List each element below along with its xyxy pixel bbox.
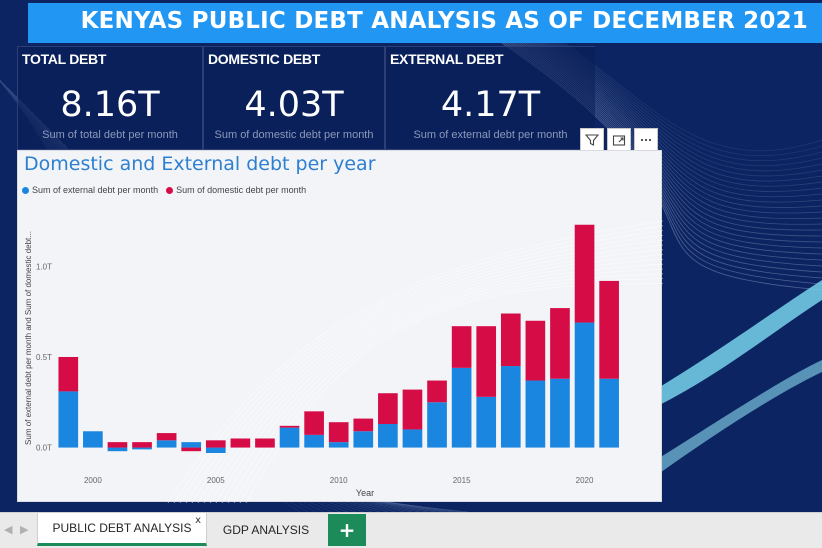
x-tick-label: 2015 [453,476,471,485]
kpi-value: 4.17T [440,85,541,125]
focus-mode-icon[interactable] [607,128,631,152]
bar-domestic [378,393,398,425]
bar-domestic [599,280,619,379]
bar-domestic [205,440,226,448]
bar-domestic [132,442,152,448]
chart-title: Domestic and External debt per year [24,153,376,175]
kpi-subtitle: Sum of domestic debt per month [214,129,374,141]
plot-wave-decoration [179,230,663,503]
bar-external [205,447,226,453]
next-page-arrow[interactable]: ▶ [20,523,29,536]
bar-external [574,322,595,448]
bar-external [107,447,128,452]
kpi-card-external-debt[interactable]: EXTERNAL DEBT 4.17T Sum of external debt… [385,46,595,150]
bar-external [476,396,497,448]
chart-plot-area: 0.0T 0.5T 1.0T 2000 2005 2010 2015 2020 Year Sum … [24,220,663,503]
bar-external [83,431,103,448]
bar-external [402,429,423,448]
bar-domestic [58,356,79,392]
y-tick-label: 1.0T [36,262,52,271]
bar-external [304,434,324,448]
bar-domestic [525,320,546,381]
add-page-button[interactable]: + [328,514,366,546]
legend-marker-domestic [166,186,174,194]
kpi-card-total-debt[interactable]: TOTAL DEBT 8.16T Sum of total debt per m… [17,46,203,150]
kpi-card-domestic-debt[interactable]: DOMESTIC DEBT 4.03T Sum of domestic debt… [203,46,385,150]
kpi-value: 8.16T [60,85,160,125]
bar-domestic [402,389,423,430]
bar-domestic [328,422,349,443]
bar-external [353,431,374,448]
kpi-subtitle: Sum of total debt per month [42,129,178,141]
bar-external [550,378,570,448]
bar-domestic [156,433,177,441]
plot-wave-decoration [197,244,663,503]
kpi-title: TOTAL DEBT [22,51,107,67]
y-tick-label: 0.0T [36,444,52,453]
plot-wave-decoration [173,225,663,503]
legend-label-domestic: Sum of domestic debt per month [176,185,307,195]
report-title: KENYAS PUBLIC DEBT ANALYSIS AS OF DECEMB… [80,8,808,34]
report-banner: KENYAS PUBLIC DEBT ANALYSIS AS OF DECEMB… [28,3,822,43]
bar-external [427,402,447,448]
bar-external [181,442,202,448]
bar-external [525,380,546,448]
legend-item-domestic[interactable]: Sum of domestic debt per month [166,185,306,195]
more-options-icon[interactable] [634,128,658,152]
bar-domestic [230,438,251,448]
x-axis-label: Year [356,488,374,498]
bar-domestic [279,425,300,428]
tab-public-debt-analysis[interactable]: PUBLIC DEBT ANALYSIS x [37,513,207,546]
visual-header-toolbar [580,128,658,152]
bar-domestic [574,224,595,323]
bar-external [132,447,152,450]
legend-label-external: Sum of external debt per month [32,185,159,195]
bar-domestic [427,380,447,403]
legend-item-external[interactable]: Sum of external debt per month [22,185,158,195]
tab-label: GDP ANALYSIS [222,522,310,537]
bar-external [156,440,177,448]
x-tick-label: 2020 [576,476,594,485]
bar-external [279,427,300,448]
bar-external [328,442,349,448]
bar-domestic [304,411,324,435]
bar-external [500,366,521,448]
y-tick-label: 0.5T [36,353,52,362]
close-icon[interactable]: x [195,515,201,526]
bar-domestic [181,447,202,452]
bar-domestic [476,326,497,397]
chart-legend: Sum of external debt per month Sum of do… [22,185,306,195]
bar-external [378,424,398,448]
kpi-value: 4.03T [244,85,344,125]
prev-page-arrow[interactable]: ◀ [4,523,13,536]
debt-per-year-chart[interactable]: 0.0T 0.5T 1.0T 2000 2005 2010 2015 2020 Year Sum … [17,150,663,503]
page-tab-bar: ◀ ▶ PUBLIC DEBT ANALYSIS x GDP ANALYSIS … [0,512,822,548]
kpi-title: EXTERNAL DEBT [390,51,504,67]
kpi-subtitle: Sum of external debt per month [413,129,568,141]
x-tick-label: 2010 [330,476,348,485]
report-canvas: KENYAS PUBLIC DEBT ANALYSIS AS OF DECEMB… [0,0,822,512]
bar-domestic [500,313,521,367]
x-tick-label: 2000 [84,476,102,485]
bar-domestic [255,438,275,448]
bar-domestic [107,442,128,448]
bar-domestic [550,308,570,379]
bar-external [58,391,79,448]
tab-label: PUBLIC DEBT ANALYSIS [52,521,192,535]
y-axis-label: Sum of external debt per month and Sum o… [24,231,33,445]
bar-domestic [353,418,374,432]
legend-marker-external [22,186,29,194]
bar-external [451,367,472,448]
plot-wave-decoration [191,239,663,503]
bar-external [599,378,619,448]
plot-wave-decoration [203,249,663,503]
filter-icon[interactable] [580,128,604,152]
tab-gdp-analysis[interactable]: GDP ANALYSIS [207,513,325,546]
plot-wave-decoration [167,220,663,503]
x-tick-label: 2005 [207,476,225,485]
kpi-title: DOMESTIC DEBT [208,51,320,67]
plot-wave-decoration [185,235,663,503]
bar-domestic [451,326,472,368]
